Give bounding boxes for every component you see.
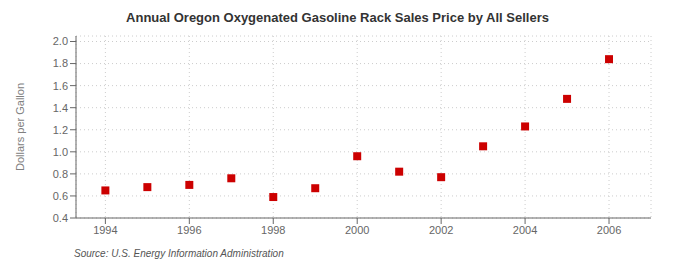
html-text:Annual Oregon Oxygenated Gasol: Annual Oregon Oxygenated Gasoline Rack S…	[126, 10, 549, 25]
svg-text:1.2: 1.2	[53, 124, 68, 136]
svg-text:2004: 2004	[513, 224, 537, 236]
svg-text:1998: 1998	[261, 224, 285, 236]
svg-text:Dollars per Gallon: Dollars per Gallon	[14, 83, 26, 171]
html-text:Source: U.S. Energy Informatio: Source: U.S. Energy Information Administ…	[74, 248, 284, 259]
svg-text:0.6: 0.6	[53, 190, 68, 202]
svg-text:0.4: 0.4	[53, 212, 68, 224]
svg-text:1.6: 1.6	[53, 80, 68, 92]
svg-text:2000: 2000	[345, 224, 369, 236]
svg-text:0.8: 0.8	[53, 168, 68, 180]
svg-text:1.4: 1.4	[53, 102, 68, 114]
svg-text:2006: 2006	[597, 224, 621, 236]
svg-text:1994: 1994	[93, 224, 117, 236]
svg-text:2.0: 2.0	[53, 35, 68, 47]
svg-text:1996: 1996	[177, 224, 201, 236]
svg-text:1.0: 1.0	[53, 146, 68, 158]
svg-text:1.8: 1.8	[53, 57, 68, 69]
svg-text:2002: 2002	[429, 224, 453, 236]
